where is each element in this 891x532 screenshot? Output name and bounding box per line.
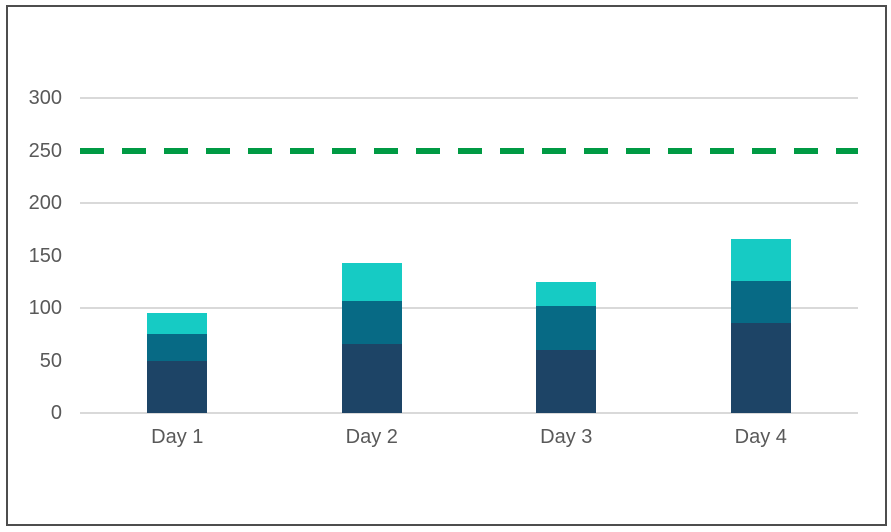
bar-segment-series-1-bottom[interactable] bbox=[730, 322, 791, 413]
x-axis-tick-label: Day 4 bbox=[734, 426, 787, 448]
bar-segment-series-1-bottom[interactable] bbox=[536, 350, 597, 413]
y-axis-tick-label: 50 bbox=[39, 349, 62, 372]
y-axis-tick-label: 150 bbox=[28, 244, 62, 267]
y-axis-tick-label: 300 bbox=[28, 87, 62, 109]
y-axis-tick-label: 100 bbox=[28, 297, 62, 319]
bar-segment-series-2-middle[interactable] bbox=[147, 334, 208, 361]
x-axis-tick-label: Day 1 bbox=[151, 426, 204, 448]
reference-line bbox=[80, 147, 858, 154]
x-axis-tick-label: Day 3 bbox=[540, 426, 593, 448]
bar-segment-series-1-bottom[interactable] bbox=[147, 360, 208, 413]
gridline bbox=[80, 202, 858, 204]
bar-segment-series-2-middle[interactable] bbox=[730, 280, 791, 323]
gridline bbox=[80, 412, 858, 414]
bar-segment-series-3-top[interactable] bbox=[147, 313, 208, 335]
bar-segment-series-3-top[interactable] bbox=[730, 238, 791, 281]
bar-segment-series-2-middle[interactable] bbox=[536, 305, 597, 350]
bar-segment-series-1-bottom[interactable] bbox=[341, 343, 402, 413]
y-axis-tick-label: 250 bbox=[28, 139, 62, 162]
y-axis-tick-label: 200 bbox=[28, 192, 62, 214]
x-axis-tick-label: Day 2 bbox=[345, 426, 398, 448]
gridline bbox=[80, 97, 858, 99]
y-axis-tick-label: 0 bbox=[50, 402, 62, 424]
bar-segment-series-2-middle[interactable] bbox=[341, 300, 402, 344]
bar-segment-series-3-top[interactable] bbox=[341, 262, 402, 301]
bar-segment-series-3-top[interactable] bbox=[536, 281, 597, 306]
gridline bbox=[80, 307, 858, 309]
